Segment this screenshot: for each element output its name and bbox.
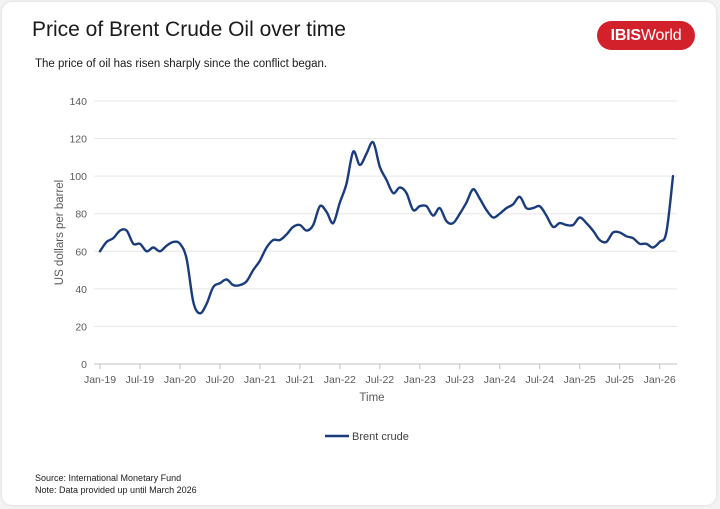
x-tick-label: Jul-22	[366, 374, 395, 386]
y-tick-label: 140	[69, 96, 87, 108]
chart-footer: Source: International Monetary Fund Note…	[35, 472, 197, 496]
x-tick-label: Jan-23	[404, 374, 436, 386]
x-tick-label: Jul-21	[286, 374, 315, 386]
chart-card	[2, 2, 716, 505]
ibisworld-logo: IBIS World	[597, 21, 695, 50]
y-axis-title: US dollars per barrel	[54, 180, 66, 285]
x-tick-label: Jul-20	[206, 374, 235, 386]
y-tick-label: 20	[75, 321, 87, 333]
y-tick-label: 120	[69, 134, 87, 146]
y-tick-label: 40	[75, 284, 87, 296]
x-tick-label: Jan-20	[164, 374, 196, 386]
x-tick-label: Jan-24	[484, 374, 516, 386]
logo-text-bold: IBIS	[610, 26, 642, 44]
x-tick-label: Jan-22	[324, 374, 356, 386]
y-tick-label: 80	[75, 209, 87, 221]
source-note: Source: International Monetary Fund	[35, 473, 182, 483]
x-tick-label: Jul-19	[126, 374, 155, 386]
x-tick-label: Jan-19	[84, 374, 116, 386]
x-tick-label: Jul-24	[525, 374, 554, 386]
y-tick-label: 60	[75, 246, 87, 258]
x-tick-label: Jul-23	[445, 374, 474, 386]
x-tick-label: Jan-25	[564, 374, 596, 386]
x-axis-title: Time	[359, 392, 384, 404]
series-line-brent-crude	[98, 140, 675, 315]
page-title: Price of Brent Crude Oil over time	[32, 18, 346, 41]
x-tick-label: Jan-26	[644, 374, 676, 386]
y-tick-label: 0	[81, 359, 87, 371]
y-tick-label: 100	[69, 171, 87, 183]
x-tick-label: Jan-21	[244, 374, 276, 386]
chart-subtitle: The price of oil has risen sharply since…	[35, 58, 328, 70]
data-note: Note: Data provided up until March 2026	[35, 485, 197, 495]
legend-label: Brent crude	[352, 431, 409, 443]
x-tick-label: Jul-25	[605, 374, 634, 386]
logo-text-rest: World	[640, 26, 682, 44]
